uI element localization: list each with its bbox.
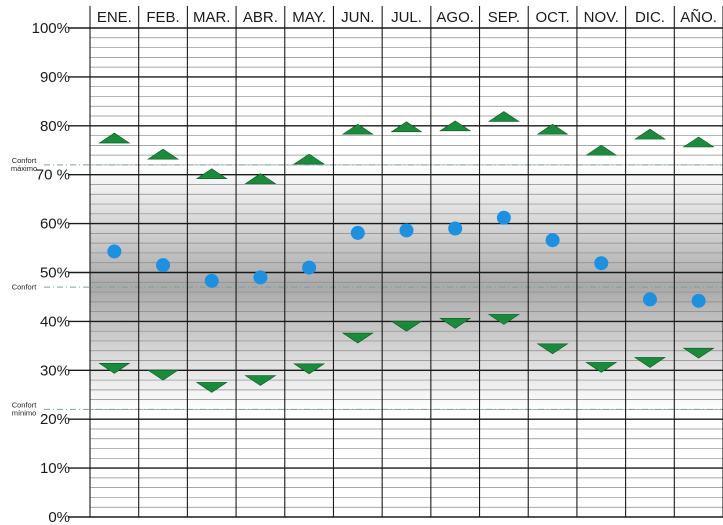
mean-marker	[448, 221, 463, 236]
min-marker	[293, 363, 326, 375]
mean-marker	[545, 233, 560, 248]
month-label: JUL.	[391, 9, 422, 26]
max-marker	[487, 111, 520, 122]
month-label: SEP.	[488, 9, 520, 26]
y-tick-label: 10%	[40, 460, 70, 477]
reference-label: Confort	[12, 156, 38, 165]
mean-marker	[594, 256, 609, 271]
y-tick-label: 30%	[40, 362, 70, 379]
month-label: FEB.	[146, 9, 179, 26]
month-columns	[89, 6, 723, 517]
max-marker	[293, 153, 326, 165]
month-label: MAY.	[292, 9, 326, 26]
mean-marker	[496, 210, 511, 225]
y-tick-label: 100%	[32, 20, 70, 37]
max-marker	[195, 168, 228, 180]
month-label: DIC.	[635, 9, 665, 26]
min-marker	[585, 362, 618, 373]
reference-label: mínimo	[12, 408, 37, 417]
month-label: AÑO.	[680, 9, 717, 26]
reference-label: máximo	[11, 164, 37, 173]
grid	[68, 27, 723, 518]
mean-marker	[253, 270, 268, 285]
axes: 0% 10% 20% 30% 40% 50% 60% 70 % 80% 90% 100% ENE. FE…	[32, 9, 717, 525]
max-marker	[536, 123, 569, 135]
mean-marker	[642, 292, 657, 307]
month-label: JUN.	[341, 9, 374, 26]
max-marker	[341, 123, 374, 135]
min-marker	[682, 347, 715, 359]
y-tick-label: 0%	[48, 509, 70, 525]
y-tick-label: 90%	[40, 69, 70, 86]
min-marker	[439, 318, 472, 329]
max-marker	[390, 121, 423, 133]
month-label: ENE.	[97, 9, 132, 26]
min-marker	[147, 369, 180, 381]
month-label: NOV.	[584, 9, 619, 26]
min-marker	[487, 314, 520, 325]
y-tick-label: 20%	[40, 411, 70, 428]
y-tick-label: 70 %	[36, 167, 70, 184]
max-marker	[244, 173, 277, 184]
reference-label: Confort	[12, 283, 38, 292]
mean-marker	[399, 223, 414, 238]
min-marker	[98, 363, 131, 374]
comfort-band-fill	[90, 164, 723, 410]
y-tick-label: 60%	[40, 216, 70, 233]
max-marker	[439, 120, 472, 132]
mean-marker	[302, 260, 317, 275]
max-marker	[585, 144, 618, 156]
y-tick-label: 40%	[40, 313, 70, 330]
month-label: OCT.	[535, 9, 569, 26]
min-marker	[195, 382, 228, 393]
month-label: AGO.	[436, 9, 474, 26]
mean-marker	[350, 225, 365, 240]
reference-label: Confort	[12, 400, 38, 409]
mean-marker	[204, 273, 219, 288]
y-tick-label: 80%	[40, 118, 70, 135]
max-marker	[98, 132, 131, 144]
month-label: MAR.	[193, 9, 231, 26]
max-marker	[633, 128, 666, 140]
min-marker	[536, 343, 569, 355]
max-marker	[682, 136, 715, 148]
max-marker	[147, 148, 180, 160]
comfort-band	[90, 164, 723, 410]
min-marker	[633, 357, 666, 368]
mean-marker	[691, 293, 706, 308]
y-tick-label: 50%	[40, 265, 70, 282]
mean-marker	[156, 258, 171, 273]
data-marks	[98, 111, 715, 393]
mean-marker	[107, 244, 122, 259]
month-label: ABR.	[243, 9, 278, 26]
min-marker	[390, 320, 423, 332]
min-marker	[244, 375, 277, 386]
min-marker	[341, 332, 374, 344]
